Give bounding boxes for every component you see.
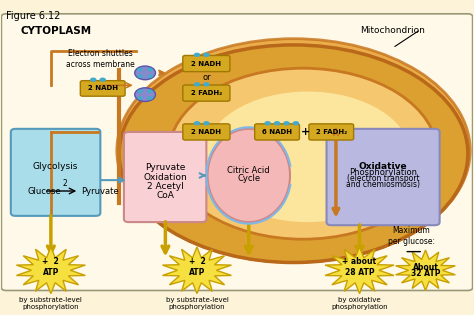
Circle shape <box>147 89 153 93</box>
Text: Mitochondrion: Mitochondrion <box>361 26 426 35</box>
Text: Citric Acid: Citric Acid <box>228 166 270 175</box>
FancyBboxPatch shape <box>183 55 230 72</box>
Polygon shape <box>325 247 394 294</box>
Text: Figure 6.12: Figure 6.12 <box>6 11 61 21</box>
Text: by oxidative
phosphorylation: by oxidative phosphorylation <box>331 297 388 310</box>
Text: +: + <box>301 127 310 137</box>
Ellipse shape <box>119 45 468 262</box>
Circle shape <box>135 88 155 101</box>
Ellipse shape <box>208 129 290 222</box>
Text: 2 Acetyl: 2 Acetyl <box>147 182 184 191</box>
Text: and chemiosmosis): and chemiosmosis) <box>346 180 420 189</box>
Circle shape <box>147 68 153 72</box>
Text: 2: 2 <box>63 179 67 188</box>
Text: + about
28 ATP: + about 28 ATP <box>342 257 376 277</box>
Circle shape <box>203 121 210 125</box>
FancyBboxPatch shape <box>80 81 125 96</box>
Circle shape <box>90 77 97 82</box>
Text: Phosphorylation: Phosphorylation <box>349 168 417 177</box>
Text: Glucose: Glucose <box>27 186 61 196</box>
Text: CYTOPLASM: CYTOPLASM <box>20 26 91 36</box>
Text: or: or <box>202 73 210 82</box>
Text: Electron shuttles
across membrane: Electron shuttles across membrane <box>66 49 135 69</box>
Text: Pyruvate: Pyruvate <box>145 163 185 172</box>
Text: by substrate-level
phosphorylation: by substrate-level phosphorylation <box>19 297 82 310</box>
FancyBboxPatch shape <box>1 14 473 290</box>
Circle shape <box>194 82 200 87</box>
Text: by substrate-level
phosphorylation: by substrate-level phosphorylation <box>165 297 228 310</box>
Text: Glycolysis: Glycolysis <box>33 162 78 171</box>
Circle shape <box>264 121 271 125</box>
Text: +  2
ATP: + 2 ATP <box>189 257 205 277</box>
FancyBboxPatch shape <box>255 124 300 140</box>
Circle shape <box>137 68 143 72</box>
Text: 2 NADH: 2 NADH <box>191 129 221 135</box>
FancyBboxPatch shape <box>11 129 100 216</box>
Polygon shape <box>17 247 85 294</box>
Text: 32 ATP: 32 ATP <box>411 269 440 278</box>
Circle shape <box>137 96 143 100</box>
Text: 2 NADH: 2 NADH <box>191 60 221 66</box>
Text: (electron transport: (electron transport <box>347 174 419 183</box>
Text: Cycle: Cycle <box>237 174 260 183</box>
Text: 2 FADH₂: 2 FADH₂ <box>316 129 347 135</box>
Circle shape <box>147 96 153 100</box>
FancyBboxPatch shape <box>183 85 230 101</box>
Text: +  2
ATP: + 2 ATP <box>43 257 59 277</box>
Circle shape <box>137 89 143 93</box>
Text: 6 NADH: 6 NADH <box>262 129 292 135</box>
Circle shape <box>194 121 200 125</box>
Circle shape <box>100 77 106 82</box>
Circle shape <box>292 121 299 125</box>
Circle shape <box>135 66 155 80</box>
Ellipse shape <box>204 92 411 222</box>
Text: 2 FADH₂: 2 FADH₂ <box>191 90 222 96</box>
Circle shape <box>203 53 210 57</box>
Ellipse shape <box>169 68 438 239</box>
Circle shape <box>274 121 280 125</box>
FancyBboxPatch shape <box>327 129 439 225</box>
Text: Oxidation: Oxidation <box>144 173 187 181</box>
Circle shape <box>283 121 290 125</box>
FancyBboxPatch shape <box>124 132 206 222</box>
Polygon shape <box>163 247 231 294</box>
Text: About: About <box>412 263 438 272</box>
Text: 2 NADH: 2 NADH <box>88 85 118 91</box>
Circle shape <box>147 74 153 78</box>
Ellipse shape <box>162 60 444 241</box>
FancyBboxPatch shape <box>183 124 230 140</box>
Circle shape <box>203 82 210 87</box>
Circle shape <box>137 74 143 78</box>
Circle shape <box>194 53 200 57</box>
Ellipse shape <box>117 39 470 262</box>
Text: Maximum
per glucose:: Maximum per glucose: <box>388 226 435 246</box>
Text: Oxidative: Oxidative <box>359 162 407 171</box>
Text: CoA: CoA <box>156 191 174 200</box>
FancyBboxPatch shape <box>309 124 354 140</box>
Text: Pyruvate: Pyruvate <box>82 186 119 196</box>
Polygon shape <box>396 250 456 290</box>
